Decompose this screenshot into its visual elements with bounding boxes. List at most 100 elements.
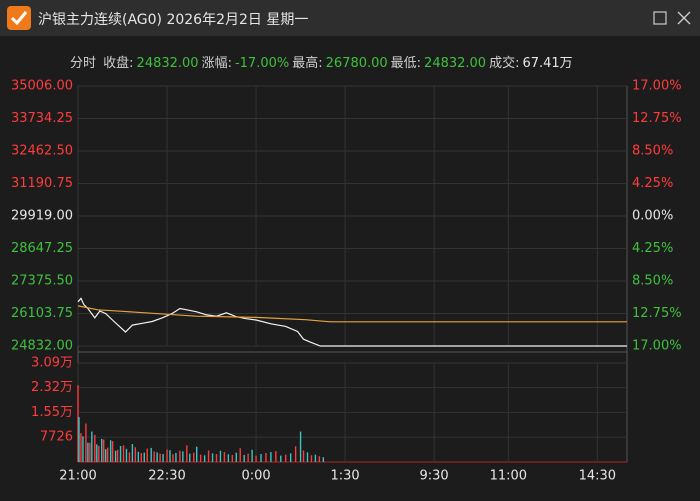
- volume-bar: [239, 448, 241, 462]
- volume-bar: [247, 453, 249, 462]
- volume-bar: [223, 452, 226, 462]
- x-tick-label: 21:00: [59, 469, 96, 484]
- y-tick-label: 29919.00: [11, 209, 73, 224]
- app-icon: [7, 6, 31, 30]
- volume-bar: [219, 450, 222, 462]
- volume-bar: [179, 450, 181, 462]
- volume-bar: [162, 453, 164, 462]
- maximize-button[interactable]: [653, 11, 667, 25]
- y-tick-label: 2.32万: [31, 380, 73, 395]
- volume-bar: [166, 449, 168, 462]
- volume-bar: [153, 451, 155, 462]
- volume-bar: [285, 454, 287, 462]
- volume-bar: [275, 451, 277, 462]
- volume-bar: [243, 454, 245, 462]
- info-line: 分时 收盘: 24832.00 涨幅: -17.00% 最高: 26780.00 最低: 24…: [70, 52, 576, 71]
- volume-bar: [78, 417, 80, 462]
- volume-bar: [87, 442, 89, 462]
- info-value: 26780.00: [325, 56, 388, 71]
- x-tick-label: 22:30: [148, 469, 185, 484]
- info-label: 涨幅:: [201, 56, 232, 71]
- volume-bar: [322, 457, 325, 462]
- info-value: 24832.00: [136, 56, 199, 71]
- volume-bar: [103, 439, 105, 462]
- volume-bar: [186, 445, 188, 462]
- volume-bar: [122, 445, 125, 462]
- price-line: [77, 297, 627, 347]
- y2-tick-label: 12.75%: [632, 306, 682, 321]
- volume-bar: [143, 452, 145, 462]
- x-tick-label: 11:00: [490, 469, 527, 484]
- y2-tick-label: 0.00%: [632, 209, 673, 224]
- volume-bar: [251, 449, 253, 462]
- volume-bar: [231, 454, 234, 462]
- volume-bar: [77, 385, 79, 462]
- volume-bar: [193, 452, 195, 462]
- volume-bar: [314, 454, 317, 462]
- volume-bar: [89, 442, 91, 462]
- info-label: 最高:: [292, 56, 323, 71]
- volume-bar: [96, 444, 98, 462]
- volume-bar: [289, 453, 292, 462]
- volume-bar: [265, 453, 267, 462]
- volume-bar: [294, 446, 297, 462]
- volume-bar: [175, 453, 177, 462]
- y-tick-label: 26103.75: [11, 306, 73, 321]
- volume-bar: [125, 448, 128, 462]
- volume-bar: [80, 433, 82, 462]
- x-tick-label: 0:00: [241, 469, 270, 484]
- close-button[interactable]: [677, 11, 691, 25]
- volume-bar: [156, 452, 158, 462]
- y-tick-label: 3.09万: [31, 356, 73, 371]
- volume-bar: [199, 454, 202, 462]
- volume-bar: [137, 451, 140, 462]
- volume-bar: [104, 449, 107, 462]
- volume-bar: [318, 456, 321, 462]
- volume-bar: [134, 447, 137, 462]
- y2-tick-label: 4.25%: [632, 176, 673, 191]
- price-line: [77, 305, 627, 323]
- volume-bar: [101, 438, 103, 462]
- volume-bar: [98, 445, 100, 462]
- window-title: 沪银主力连续(AG0) 2026年2月2日 星期一: [38, 12, 309, 28]
- mode-label: 分时: [70, 56, 97, 71]
- y2-tick-label: 8.50%: [632, 274, 673, 289]
- y2-tick-label: 17.00%: [632, 79, 682, 94]
- volume-bar: [172, 454, 174, 462]
- volume-bar: [255, 455, 257, 462]
- y-tick-label: 35006.00: [11, 79, 73, 94]
- volume-bar: [159, 453, 161, 462]
- x-tick-label: 14:30: [579, 469, 616, 484]
- y2-tick-label: 4.25%: [632, 241, 673, 256]
- volume-bar: [215, 453, 218, 462]
- volume-bar: [203, 455, 206, 462]
- volume-bar: [106, 447, 109, 462]
- volume-bar: [85, 423, 87, 462]
- volume-bar: [211, 453, 214, 462]
- volume-bar: [109, 440, 112, 462]
- x-tick-label: 1:30: [330, 469, 359, 484]
- info-label: 收盘:: [103, 56, 134, 71]
- volume-bar: [227, 454, 230, 462]
- volume-bar: [182, 451, 184, 462]
- title-bar: 沪银主力连续(AG0) 2026年2月2日 星期一: [0, 0, 700, 36]
- y2-tick-label: 8.50%: [632, 144, 673, 159]
- volume-bar: [114, 450, 117, 462]
- volume-bar: [260, 453, 262, 462]
- volume-bar: [111, 441, 114, 462]
- window-controls: [653, 11, 691, 25]
- volume-bar: [131, 444, 134, 462]
- info-value: -17.00%: [234, 56, 290, 71]
- y-tick-label: 7726: [40, 430, 73, 445]
- y-tick-label: 27375.50: [11, 274, 73, 289]
- volume-bar: [235, 452, 237, 462]
- y-tick-label: 31190.75: [11, 176, 73, 191]
- volume-bar: [270, 452, 272, 462]
- volume-bar: [189, 453, 191, 462]
- volume-bar: [310, 455, 313, 462]
- y-tick-label: 24832.00: [11, 339, 73, 354]
- volume-bar: [91, 431, 93, 462]
- volume-bar: [128, 452, 131, 462]
- volume-bar: [169, 450, 171, 462]
- volume-bar: [302, 450, 305, 462]
